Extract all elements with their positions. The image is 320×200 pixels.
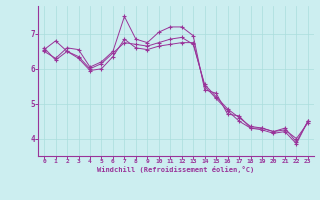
X-axis label: Windchill (Refroidissement éolien,°C): Windchill (Refroidissement éolien,°C)	[97, 166, 255, 173]
